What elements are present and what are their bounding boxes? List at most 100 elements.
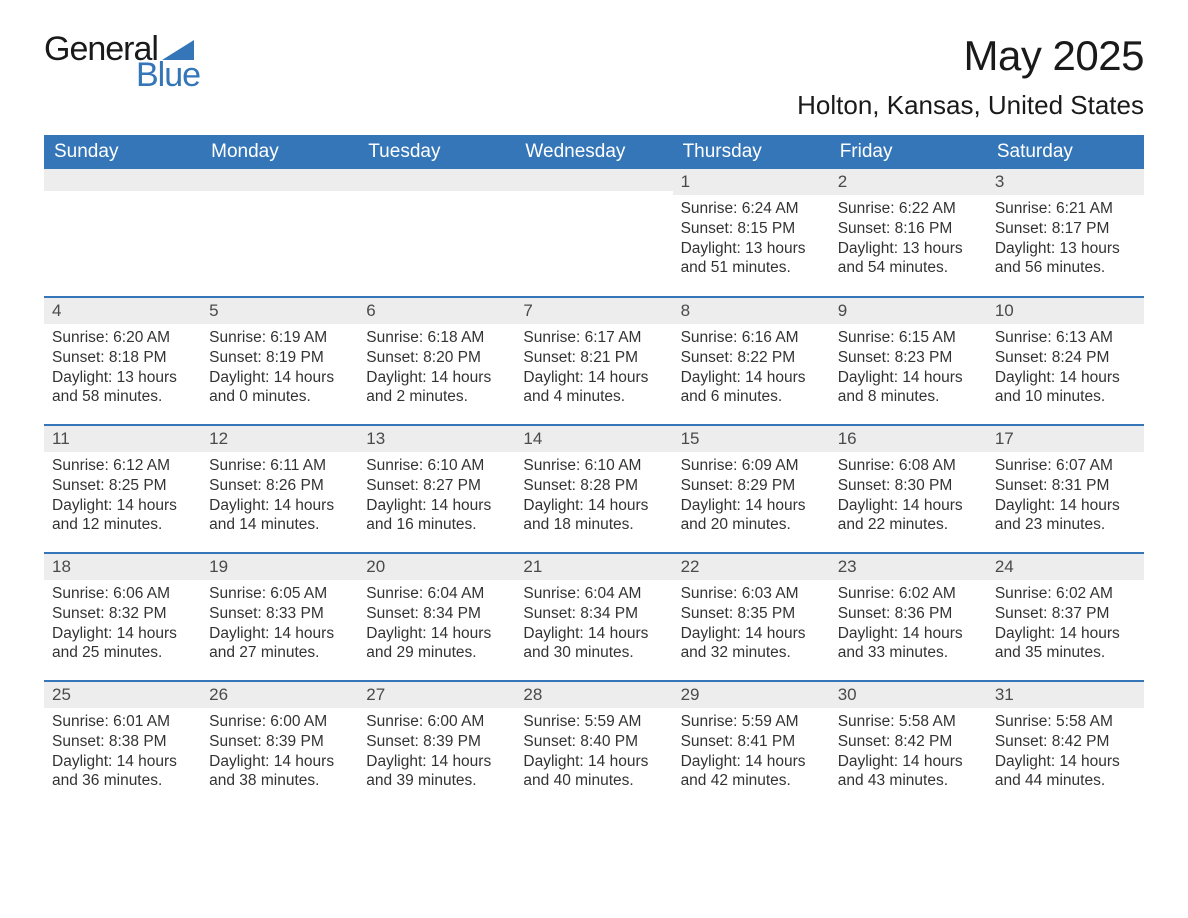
calendar-cell: 26Sunrise: 6:00 AMSunset: 8:39 PMDayligh…	[201, 681, 358, 809]
sunset-line: Sunset: 8:26 PM	[209, 476, 350, 496]
sunset-line: Sunset: 8:39 PM	[366, 732, 507, 752]
sunrise-line: Sunrise: 6:10 AM	[366, 456, 507, 476]
daylight-line: Daylight: 14 hours and 20 minutes.	[681, 496, 822, 536]
calendar-cell-empty	[515, 169, 672, 297]
day-number: 11	[44, 426, 201, 452]
day-number: 23	[830, 554, 987, 580]
day-body: Sunrise: 5:59 AMSunset: 8:40 PMDaylight:…	[515, 708, 672, 791]
daylight-line: Daylight: 14 hours and 39 minutes.	[366, 752, 507, 792]
day-body: Sunrise: 6:08 AMSunset: 8:30 PMDaylight:…	[830, 452, 987, 535]
page-title: May 2025	[797, 32, 1144, 80]
day-number: 27	[358, 682, 515, 708]
sunrise-line: Sunrise: 6:00 AM	[209, 712, 350, 732]
sunrise-line: Sunrise: 6:03 AM	[681, 584, 822, 604]
calendar-cell: 17Sunrise: 6:07 AMSunset: 8:31 PMDayligh…	[987, 425, 1144, 553]
day-number: 24	[987, 554, 1144, 580]
logo: General Blue	[44, 32, 200, 92]
day-body: Sunrise: 6:02 AMSunset: 8:37 PMDaylight:…	[987, 580, 1144, 663]
calendar-cell: 9Sunrise: 6:15 AMSunset: 8:23 PMDaylight…	[830, 297, 987, 425]
location: Holton, Kansas, United States	[797, 90, 1144, 121]
day-number: 26	[201, 682, 358, 708]
day-number: 4	[44, 298, 201, 324]
daylight-line: Daylight: 14 hours and 16 minutes.	[366, 496, 507, 536]
sunset-line: Sunset: 8:15 PM	[681, 219, 822, 239]
day-body: Sunrise: 6:11 AMSunset: 8:26 PMDaylight:…	[201, 452, 358, 535]
sunset-line: Sunset: 8:34 PM	[366, 604, 507, 624]
sunset-line: Sunset: 8:37 PM	[995, 604, 1136, 624]
daylight-line: Daylight: 14 hours and 4 minutes.	[523, 368, 664, 408]
day-number: 1	[673, 169, 830, 195]
sunset-line: Sunset: 8:30 PM	[838, 476, 979, 496]
sunrise-line: Sunrise: 6:06 AM	[52, 584, 193, 604]
sunrise-line: Sunrise: 6:01 AM	[52, 712, 193, 732]
daylight-line: Daylight: 14 hours and 35 minutes.	[995, 624, 1136, 664]
daylight-line: Daylight: 14 hours and 36 minutes.	[52, 752, 193, 792]
day-body: Sunrise: 6:00 AMSunset: 8:39 PMDaylight:…	[201, 708, 358, 791]
sunrise-line: Sunrise: 6:09 AM	[681, 456, 822, 476]
calendar-cell: 30Sunrise: 5:58 AMSunset: 8:42 PMDayligh…	[830, 681, 987, 809]
day-body: Sunrise: 6:20 AMSunset: 8:18 PMDaylight:…	[44, 324, 201, 407]
sunrise-line: Sunrise: 6:22 AM	[838, 199, 979, 219]
sunrise-line: Sunrise: 6:13 AM	[995, 328, 1136, 348]
calendar-row: 11Sunrise: 6:12 AMSunset: 8:25 PMDayligh…	[44, 425, 1144, 553]
day-number: 21	[515, 554, 672, 580]
sunrise-line: Sunrise: 6:04 AM	[523, 584, 664, 604]
calendar-cell: 11Sunrise: 6:12 AMSunset: 8:25 PMDayligh…	[44, 425, 201, 553]
daylight-line: Daylight: 14 hours and 40 minutes.	[523, 752, 664, 792]
day-body: Sunrise: 6:19 AMSunset: 8:19 PMDaylight:…	[201, 324, 358, 407]
day-header-empty	[44, 169, 201, 191]
daylight-line: Daylight: 14 hours and 18 minutes.	[523, 496, 664, 536]
calendar-cell: 19Sunrise: 6:05 AMSunset: 8:33 PMDayligh…	[201, 553, 358, 681]
day-body: Sunrise: 6:09 AMSunset: 8:29 PMDaylight:…	[673, 452, 830, 535]
calendar-cell: 1Sunrise: 6:24 AMSunset: 8:15 PMDaylight…	[673, 169, 830, 297]
sunset-line: Sunset: 8:16 PM	[838, 219, 979, 239]
daylight-line: Daylight: 14 hours and 23 minutes.	[995, 496, 1136, 536]
calendar-cell-empty	[201, 169, 358, 297]
daylight-line: Daylight: 13 hours and 54 minutes.	[838, 239, 979, 279]
calendar-cell: 7Sunrise: 6:17 AMSunset: 8:21 PMDaylight…	[515, 297, 672, 425]
day-body: Sunrise: 6:01 AMSunset: 8:38 PMDaylight:…	[44, 708, 201, 791]
calendar-cell: 27Sunrise: 6:00 AMSunset: 8:39 PMDayligh…	[358, 681, 515, 809]
day-body: Sunrise: 6:06 AMSunset: 8:32 PMDaylight:…	[44, 580, 201, 663]
sunrise-line: Sunrise: 6:02 AM	[838, 584, 979, 604]
day-body: Sunrise: 5:58 AMSunset: 8:42 PMDaylight:…	[830, 708, 987, 791]
day-body: Sunrise: 6:07 AMSunset: 8:31 PMDaylight:…	[987, 452, 1144, 535]
weekday-header: Monday	[201, 135, 358, 169]
daylight-line: Daylight: 14 hours and 32 minutes.	[681, 624, 822, 664]
day-body: Sunrise: 6:10 AMSunset: 8:28 PMDaylight:…	[515, 452, 672, 535]
day-number: 7	[515, 298, 672, 324]
calendar-cell: 2Sunrise: 6:22 AMSunset: 8:16 PMDaylight…	[830, 169, 987, 297]
header-row: General Blue May 2025 Holton, Kansas, Un…	[44, 32, 1144, 121]
sunset-line: Sunset: 8:24 PM	[995, 348, 1136, 368]
sunset-line: Sunset: 8:18 PM	[52, 348, 193, 368]
calendar-cell: 15Sunrise: 6:09 AMSunset: 8:29 PMDayligh…	[673, 425, 830, 553]
day-body: Sunrise: 6:24 AMSunset: 8:15 PMDaylight:…	[673, 195, 830, 278]
calendar-cell-empty	[44, 169, 201, 297]
sunrise-line: Sunrise: 5:58 AM	[838, 712, 979, 732]
sunset-line: Sunset: 8:32 PM	[52, 604, 193, 624]
calendar-cell: 20Sunrise: 6:04 AMSunset: 8:34 PMDayligh…	[358, 553, 515, 681]
weekday-header: Thursday	[673, 135, 830, 169]
sunset-line: Sunset: 8:40 PM	[523, 732, 664, 752]
calendar-cell: 24Sunrise: 6:02 AMSunset: 8:37 PMDayligh…	[987, 553, 1144, 681]
calendar-cell: 22Sunrise: 6:03 AMSunset: 8:35 PMDayligh…	[673, 553, 830, 681]
day-body: Sunrise: 5:58 AMSunset: 8:42 PMDaylight:…	[987, 708, 1144, 791]
sunrise-line: Sunrise: 6:16 AM	[681, 328, 822, 348]
daylight-line: Daylight: 14 hours and 8 minutes.	[838, 368, 979, 408]
day-number: 18	[44, 554, 201, 580]
daylight-line: Daylight: 14 hours and 44 minutes.	[995, 752, 1136, 792]
day-body: Sunrise: 6:04 AMSunset: 8:34 PMDaylight:…	[358, 580, 515, 663]
sunset-line: Sunset: 8:36 PM	[838, 604, 979, 624]
daylight-line: Daylight: 14 hours and 14 minutes.	[209, 496, 350, 536]
sunset-line: Sunset: 8:39 PM	[209, 732, 350, 752]
calendar-row: 18Sunrise: 6:06 AMSunset: 8:32 PMDayligh…	[44, 553, 1144, 681]
daylight-line: Daylight: 14 hours and 42 minutes.	[681, 752, 822, 792]
calendar-cell: 12Sunrise: 6:11 AMSunset: 8:26 PMDayligh…	[201, 425, 358, 553]
daylight-line: Daylight: 14 hours and 2 minutes.	[366, 368, 507, 408]
logo-word-blue: Blue	[136, 58, 200, 92]
day-body: Sunrise: 6:04 AMSunset: 8:34 PMDaylight:…	[515, 580, 672, 663]
day-body: Sunrise: 6:05 AMSunset: 8:33 PMDaylight:…	[201, 580, 358, 663]
daylight-line: Daylight: 14 hours and 0 minutes.	[209, 368, 350, 408]
sunrise-line: Sunrise: 6:18 AM	[366, 328, 507, 348]
sunrise-line: Sunrise: 5:58 AM	[995, 712, 1136, 732]
